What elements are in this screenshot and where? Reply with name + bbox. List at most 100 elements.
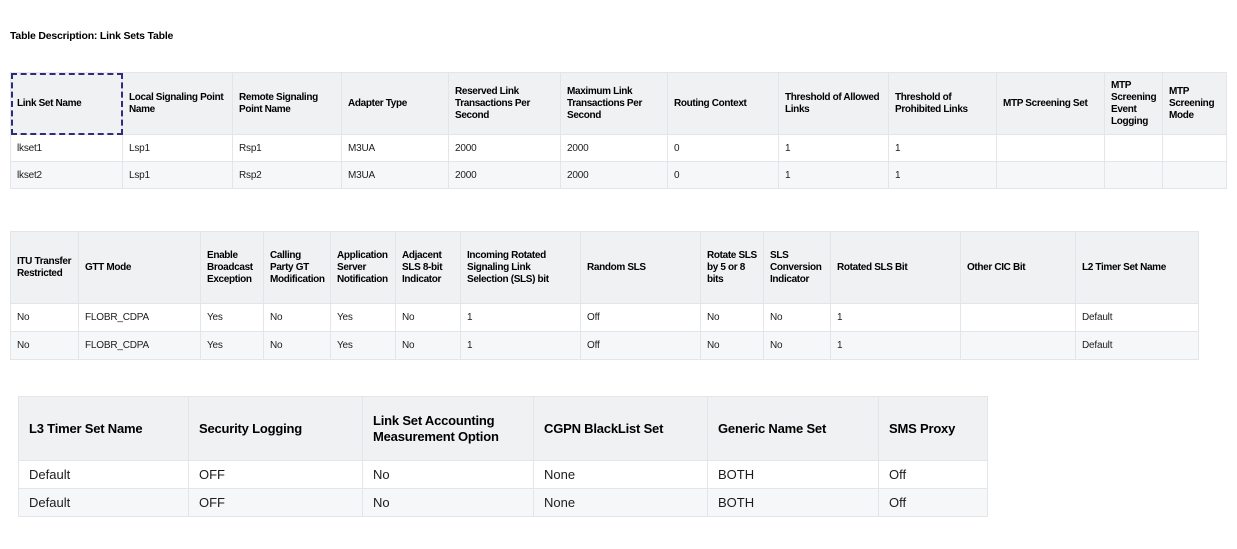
table-cell[interactable]: Rsp1 (232, 134, 342, 162)
column-header-security-logging[interactable]: Security Logging (188, 396, 363, 461)
column-header-mtp-screening-mode[interactable]: MTP Screening Mode (1162, 72, 1227, 135)
table-cell[interactable]: Off (878, 460, 988, 489)
table-cell[interactable]: No (395, 303, 461, 332)
table-cell[interactable]: No (263, 331, 331, 360)
table-cell[interactable]: 2000 (448, 134, 561, 162)
table-cell[interactable]: FLOBR_CDPA (78, 303, 201, 332)
column-header-l3-timer-set-name[interactable]: L3 Timer Set Name (18, 396, 189, 461)
table-cell[interactable] (960, 303, 1076, 332)
column-header-rotated-sls-bit[interactable]: Rotated SLS Bit (830, 231, 961, 304)
column-header-maximum-link-transactions-per-second[interactable]: Maximum Link Transactions Per Second (560, 72, 668, 135)
table-cell[interactable]: Off (878, 488, 988, 517)
table-cell[interactable]: Yes (200, 303, 264, 332)
table-row[interactable]: Default OFF No None BOTH Off (18, 460, 988, 489)
column-header-enable-broadcast-exception[interactable]: Enable Broadcast Exception (200, 231, 264, 304)
table-cell[interactable] (1104, 134, 1163, 162)
column-header-cgpn-blacklist-set[interactable]: CGPN BlackList Set (533, 396, 708, 461)
table-cell[interactable]: Rsp2 (232, 161, 342, 189)
table-cell[interactable]: 1 (830, 331, 961, 360)
table-cell[interactable]: Off (580, 303, 701, 332)
table-cell[interactable]: No (10, 303, 79, 332)
table-cell[interactable]: Lsp1 (122, 161, 233, 189)
table-cell[interactable]: Lsp1 (122, 134, 233, 162)
column-header-adapter-type[interactable]: Adapter Type (341, 72, 449, 135)
table-cell[interactable]: M3UA (341, 134, 449, 162)
column-header-rotate-sls-by-5-or-8-bits[interactable]: Rotate SLS by 5 or 8 bits (700, 231, 764, 304)
column-header-routing-context[interactable]: Routing Context (667, 72, 779, 135)
table-cell[interactable] (1162, 161, 1227, 189)
table-cell[interactable]: 1 (460, 331, 581, 360)
table-cell[interactable]: No (763, 331, 831, 360)
table-cell[interactable] (996, 161, 1105, 189)
table-cell[interactable]: lkset2 (10, 161, 123, 189)
table-cell[interactable]: 1 (888, 134, 997, 162)
table-cell[interactable]: 1 (778, 134, 889, 162)
table-cell[interactable]: Yes (330, 303, 396, 332)
table-cell[interactable]: No (700, 303, 764, 332)
table-cell[interactable]: None (533, 460, 708, 489)
column-header-adjacent-sls-8-bit-indicator[interactable]: Adjacent SLS 8-bit Indicator (395, 231, 461, 304)
table-cell[interactable]: 1 (460, 303, 581, 332)
column-header-threshold-of-prohibited-links[interactable]: Threshold of Prohibited Links (888, 72, 997, 135)
column-header-sls-conversion-indicator[interactable]: SLS Conversion Indicator (763, 231, 831, 304)
table-row[interactable]: lkset2 Lsp1 Rsp2 M3UA 2000 2000 0 1 1 (10, 161, 1227, 189)
column-header-reserved-link-transactions-per-second[interactable]: Reserved Link Transactions Per Second (448, 72, 561, 135)
table-cell[interactable]: 2000 (448, 161, 561, 189)
link-sets-extra-table: L3 Timer Set Name Security Logging Link Se… (18, 396, 988, 517)
column-header-mtp-screening-set[interactable]: MTP Screening Set (996, 72, 1105, 135)
table-cell[interactable]: Yes (330, 331, 396, 360)
table-cell[interactable]: Yes (200, 331, 264, 360)
table-cell[interactable]: No (763, 303, 831, 332)
column-header-local-signaling-point-name[interactable]: Local Signaling Point Name (122, 72, 233, 135)
table-cell[interactable]: Default (18, 488, 189, 517)
column-header-sms-proxy[interactable]: SMS Proxy (878, 396, 988, 461)
table-cell[interactable] (1104, 161, 1163, 189)
table-cell[interactable]: No (10, 331, 79, 360)
table-cell[interactable]: OFF (188, 488, 363, 517)
table-cell[interactable]: Off (580, 331, 701, 360)
column-header-l2-timer-set-name[interactable]: L2 Timer Set Name (1075, 231, 1199, 304)
table-row[interactable]: Default OFF No None BOTH Off (18, 488, 988, 517)
table-cell[interactable]: No (362, 460, 534, 489)
table-cell[interactable] (996, 134, 1105, 162)
column-header-remote-signaling-point-name[interactable]: Remote Signaling Point Name (232, 72, 342, 135)
column-header-link-set-name[interactable]: Link Set Name (10, 72, 123, 135)
column-header-incoming-rotated-signaling-link-selection-sls-bit[interactable]: Incoming Rotated Signaling Link Selectio… (460, 231, 581, 304)
table-cell[interactable]: 0 (667, 161, 779, 189)
column-header-calling-party-gt-modification[interactable]: Calling Party GT Modification (263, 231, 331, 304)
column-header-other-cic-bit[interactable]: Other CIC Bit (960, 231, 1076, 304)
column-header-gtt-mode[interactable]: GTT Mode (78, 231, 201, 304)
table-cell[interactable]: lkset1 (10, 134, 123, 162)
table-cell[interactable] (1162, 134, 1227, 162)
table-row[interactable]: No FLOBR_CDPA Yes No Yes No 1 Off No No 1 Default (10, 331, 1199, 360)
table-cell[interactable]: No (263, 303, 331, 332)
table-row[interactable]: lkset1 Lsp1 Rsp1 M3UA 2000 2000 0 1 1 (10, 134, 1227, 162)
table-cell[interactable]: 2000 (560, 161, 668, 189)
table-cell[interactable]: OFF (188, 460, 363, 489)
table-cell[interactable]: Default (18, 460, 189, 489)
column-header-itu-transfer-restricted[interactable]: ITU Transfer Restricted (10, 231, 79, 304)
table-cell[interactable] (960, 331, 1076, 360)
table-cell[interactable]: 1 (888, 161, 997, 189)
table-cell[interactable]: 0 (667, 134, 779, 162)
column-header-threshold-of-allowed-links[interactable]: Threshold of Allowed Links (778, 72, 889, 135)
column-header-mtp-screening-event-logging[interactable]: MTP Screening Event Logging (1104, 72, 1163, 135)
table-cell[interactable]: BOTH (707, 460, 879, 489)
table-row[interactable]: No FLOBR_CDPA Yes No Yes No 1 Off No No 1 Default (10, 303, 1199, 332)
column-header-generic-name-set[interactable]: Generic Name Set (707, 396, 879, 461)
table-cell[interactable]: FLOBR_CDPA (78, 331, 201, 360)
table-cell[interactable]: Default (1075, 331, 1199, 360)
table-cell[interactable]: Default (1075, 303, 1199, 332)
column-header-random-sls[interactable]: Random SLS (580, 231, 701, 304)
table-cell[interactable]: No (362, 488, 534, 517)
table-cell[interactable]: BOTH (707, 488, 879, 517)
table-cell[interactable]: None (533, 488, 708, 517)
table-cell[interactable]: No (700, 331, 764, 360)
column-header-link-set-accounting-measurement-option[interactable]: Link Set Accounting Measurement Option (362, 396, 534, 461)
table-cell[interactable]: 1 (778, 161, 889, 189)
table-cell[interactable]: No (395, 331, 461, 360)
table-cell[interactable]: M3UA (341, 161, 449, 189)
column-header-application-server-notification[interactable]: Application Server Notification (330, 231, 396, 304)
table-cell[interactable]: 1 (830, 303, 961, 332)
table-cell[interactable]: 2000 (560, 134, 668, 162)
